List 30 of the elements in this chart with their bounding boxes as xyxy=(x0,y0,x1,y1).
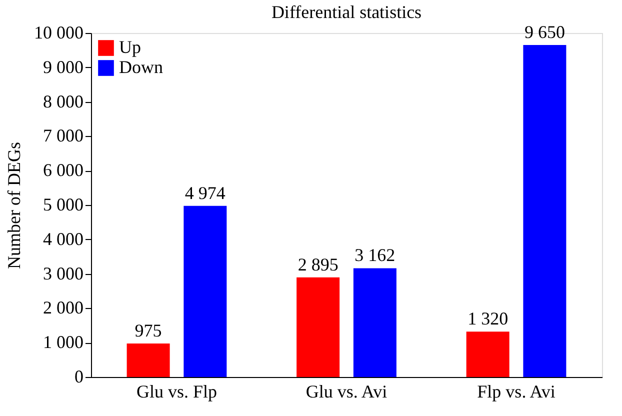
y-tick-label: 6 000 xyxy=(43,160,84,180)
y-tick-label: 4 000 xyxy=(43,228,84,249)
y-tick-label: 0 xyxy=(74,366,84,386)
bar xyxy=(466,332,510,377)
x-tick-label: Flp vs. Avi xyxy=(477,382,556,402)
x-tick-label: Glu vs. Avi xyxy=(306,382,388,402)
data-label: 2 895 xyxy=(298,254,338,274)
bar xyxy=(184,206,227,377)
y-tick-label: 10 000 xyxy=(34,22,84,42)
x-tick-label: Glu vs. Flp xyxy=(136,382,217,402)
bar xyxy=(353,268,396,377)
bar xyxy=(126,343,170,377)
y-tick-label: 2 000 xyxy=(43,298,84,318)
y-tick-label: 9 000 xyxy=(43,56,84,77)
data-label: 1 320 xyxy=(468,308,508,329)
data-label: 975 xyxy=(134,320,162,340)
y-tick-label: 8 000 xyxy=(43,91,84,112)
y-tick-label: 1 000 xyxy=(43,332,84,352)
y-axis-title: Number of DEGs xyxy=(4,142,24,269)
legend-label: Up xyxy=(119,37,141,57)
legend-label: Down xyxy=(119,57,163,77)
chart-title: Differential statistics xyxy=(271,2,422,22)
y-tick-label: 3 000 xyxy=(43,263,84,284)
bar xyxy=(296,277,340,377)
bar xyxy=(523,45,566,377)
y-tick-label: 7 000 xyxy=(43,126,84,146)
data-label: 4 974 xyxy=(184,182,226,203)
data-label: 9 650 xyxy=(524,22,565,42)
y-tick-label: 5 000 xyxy=(43,194,84,214)
data-label: 3 162 xyxy=(354,245,396,266)
